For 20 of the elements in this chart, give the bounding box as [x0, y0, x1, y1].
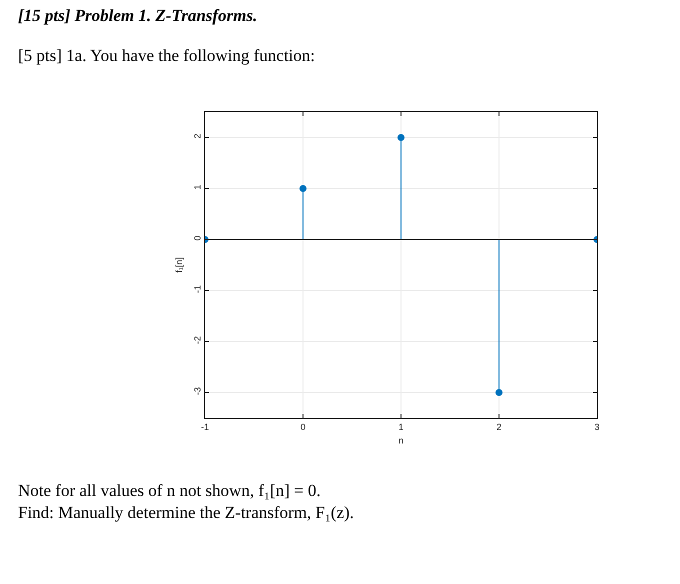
y-tick-label: -2 — [192, 336, 202, 344]
chart-title: [15 pts] Problem 1. Z-Transforms. — [18, 6, 258, 26]
x-tick-label: 2 — [496, 422, 502, 432]
text: Find: Manually determine the Z-transform, F₁(z). — [18, 503, 354, 523]
y-tick-label: 0 — [192, 236, 202, 241]
x-tick-label: 0 — [300, 422, 306, 432]
chart-subtitle: [5 pts] 1a. You have the following function: — [18, 46, 315, 66]
point — [496, 389, 502, 396]
y-tick-label: 2 — [192, 134, 202, 139]
y-tick-label: 1 — [192, 184, 202, 190]
y-tick-label: -1 — [192, 285, 202, 294]
x-axis-title: n — [398, 436, 404, 446]
x-tick-label: -1 — [200, 422, 210, 432]
y-tick-label: -3 — [192, 387, 202, 396]
x-tick-label: 3 — [594, 422, 600, 432]
x-tick-label: 1 — [398, 422, 404, 432]
point — [300, 185, 306, 192]
y-axis-title: f₁[n] — [174, 257, 184, 273]
point — [398, 134, 404, 141]
text: Note for all values of n not shown, f₁[n] = 0. — [18, 481, 321, 501]
